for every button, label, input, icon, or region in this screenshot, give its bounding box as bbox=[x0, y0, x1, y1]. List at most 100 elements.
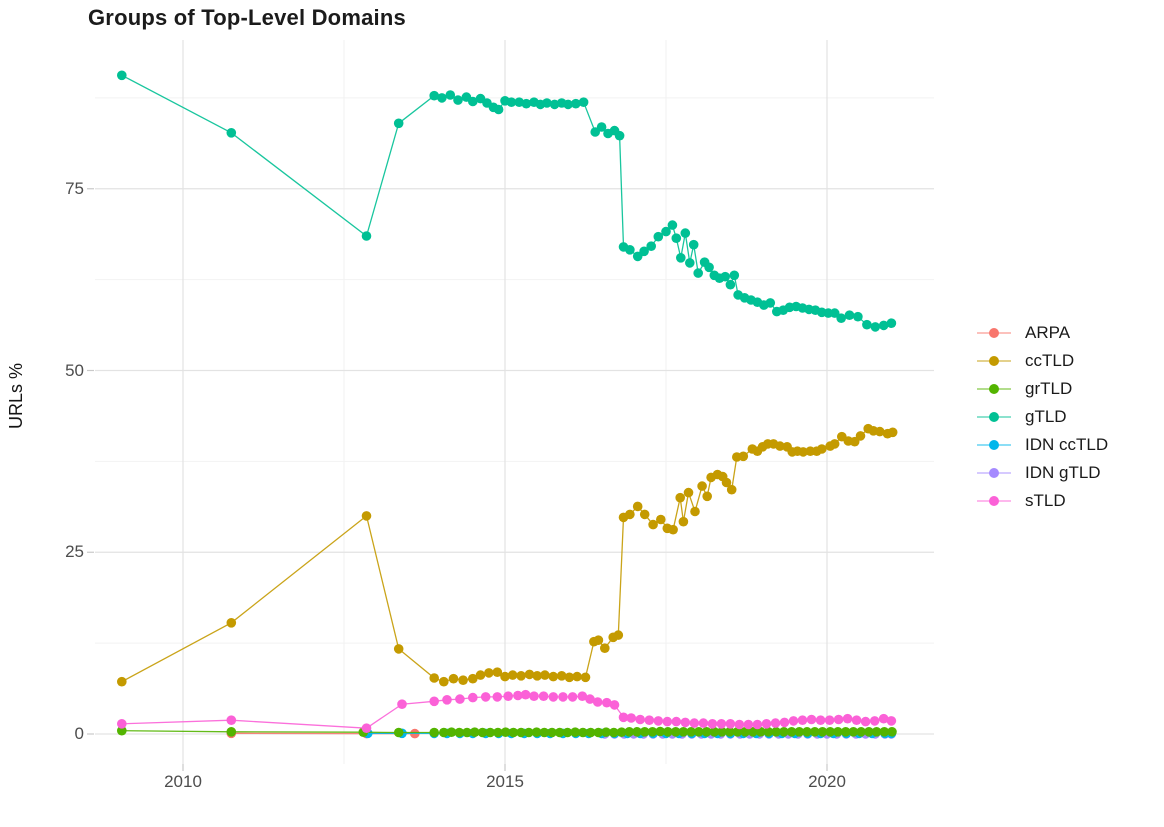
data-point-grtld bbox=[446, 727, 457, 737]
data-point-gtld bbox=[853, 311, 863, 322]
legend-label: ccTLD bbox=[1025, 351, 1075, 370]
data-point-stld bbox=[860, 716, 871, 727]
data-point-cctld bbox=[656, 514, 666, 525]
data-point-gtld bbox=[671, 233, 682, 243]
data-point-stld bbox=[671, 716, 682, 727]
series-stld bbox=[117, 689, 897, 733]
data-point-grtld bbox=[585, 727, 596, 738]
data-point-grtld bbox=[755, 727, 766, 737]
data-point-gtld bbox=[704, 262, 714, 273]
data-point-stld bbox=[707, 719, 718, 729]
data-point-stld bbox=[644, 715, 655, 725]
data-point-stld bbox=[585, 694, 595, 704]
data-point-grtld bbox=[694, 727, 704, 737]
data-point-stld bbox=[752, 719, 763, 730]
data-point-cctld bbox=[648, 519, 658, 530]
data-point-cctld bbox=[639, 509, 650, 520]
data-point-gtld bbox=[685, 258, 695, 268]
data-point-gtld bbox=[578, 97, 589, 107]
data-point-gtld bbox=[493, 104, 504, 115]
data-point-gtld bbox=[725, 279, 736, 290]
legend-key-icon bbox=[977, 496, 1011, 506]
data-point-cctld bbox=[738, 451, 749, 462]
data-point-grtld bbox=[848, 727, 859, 737]
data-point-stld bbox=[851, 715, 862, 725]
data-point-grtld bbox=[725, 727, 735, 737]
data-point-cctld bbox=[849, 436, 860, 447]
data-point-cctld bbox=[683, 487, 694, 498]
data-point-grtld bbox=[531, 727, 542, 737]
x-tick-label-2010: 2010 bbox=[164, 772, 202, 791]
y-tick-label-25: 25 bbox=[65, 542, 84, 562]
y-tick-label-75: 75 bbox=[65, 178, 84, 198]
data-point-grtld bbox=[864, 727, 874, 737]
data-point-gtld bbox=[862, 319, 872, 330]
data-point-gtld bbox=[625, 245, 635, 255]
legend-item-gtld: gTLD bbox=[976, 407, 1108, 427]
data-point-gtld bbox=[693, 268, 703, 278]
data-point-stld bbox=[609, 700, 620, 710]
data-point-cctld bbox=[524, 669, 535, 680]
data-point-gtld bbox=[549, 99, 560, 110]
data-point-gtld bbox=[720, 271, 730, 282]
data-point-stld bbox=[397, 699, 407, 709]
data-point-cctld bbox=[726, 484, 737, 495]
data-point-gtld bbox=[226, 128, 237, 138]
x-tick-label-2015: 2015 bbox=[486, 772, 524, 791]
data-point-gtld bbox=[521, 98, 532, 109]
data-point-stld bbox=[455, 694, 465, 704]
data-point-grtld bbox=[639, 727, 650, 737]
data-point-stld bbox=[878, 713, 889, 724]
legend-key-dot bbox=[989, 356, 999, 366]
legend-key-icon bbox=[977, 468, 1011, 478]
data-point-stld bbox=[226, 715, 237, 725]
data-point-cctld bbox=[439, 676, 449, 687]
data-point-cctld bbox=[817, 444, 827, 454]
data-point-grtld bbox=[493, 727, 503, 738]
legend-key-icon bbox=[977, 440, 1011, 450]
data-point-stld bbox=[558, 692, 568, 702]
data-point-grtld bbox=[856, 727, 866, 737]
data-point-gtld bbox=[468, 96, 478, 107]
data-point-grtld bbox=[840, 727, 851, 737]
data-point-cctld bbox=[632, 501, 643, 512]
data-point-gtld bbox=[393, 118, 404, 129]
data-point-stld bbox=[577, 691, 588, 701]
data-point-grtld bbox=[429, 727, 440, 738]
data-point-stld bbox=[815, 715, 826, 725]
data-point-grtld bbox=[524, 727, 534, 738]
data-point-stld bbox=[503, 691, 513, 701]
data-point-cctld bbox=[532, 671, 542, 681]
data-point-stld bbox=[635, 714, 645, 725]
data-point-cctld bbox=[675, 492, 685, 503]
data-point-stld bbox=[662, 716, 673, 727]
data-point-stld bbox=[743, 719, 754, 730]
data-point-gtld bbox=[836, 313, 846, 324]
data-point-grtld bbox=[226, 727, 237, 737]
y-tick-label-50: 50 bbox=[65, 360, 84, 380]
data-point-cctld bbox=[678, 516, 689, 527]
data-point-grtld bbox=[771, 727, 781, 737]
legend-label: gTLD bbox=[1025, 407, 1067, 426]
data-point-stld bbox=[886, 716, 897, 726]
data-point-grtld bbox=[825, 727, 835, 737]
legend-label: grTLD bbox=[1025, 379, 1073, 398]
data-point-stld bbox=[442, 695, 452, 705]
data-point-grtld bbox=[802, 727, 812, 737]
series-gtld bbox=[117, 70, 897, 332]
data-point-stld bbox=[592, 697, 603, 707]
data-point-grtld bbox=[655, 726, 665, 737]
data-point-cctld bbox=[600, 643, 610, 653]
series-line-cctld bbox=[121, 427, 893, 683]
data-point-gtld bbox=[667, 220, 678, 230]
legend-key-icon bbox=[977, 384, 1011, 394]
data-point-gtld bbox=[653, 231, 664, 242]
data-point-gtld bbox=[429, 90, 440, 101]
legend-key-icon bbox=[977, 328, 1011, 338]
data-point-grtld bbox=[609, 727, 619, 738]
data-point-grtld bbox=[833, 727, 843, 737]
legend-key-icon bbox=[977, 356, 1011, 366]
data-point-grtld bbox=[794, 727, 805, 737]
